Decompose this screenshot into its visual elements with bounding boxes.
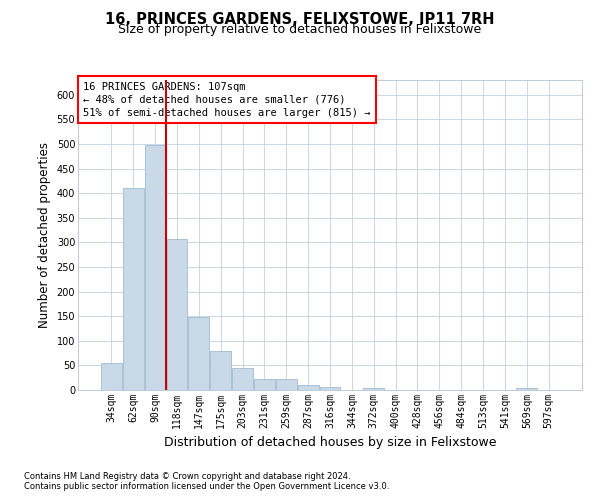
- Bar: [254, 379, 275, 390]
- Bar: [364, 388, 384, 390]
- Bar: [320, 386, 340, 390]
- Bar: [517, 388, 537, 390]
- Bar: [145, 146, 166, 390]
- Text: Size of property relative to detached houses in Felixstowe: Size of property relative to detached ho…: [118, 22, 482, 36]
- Bar: [276, 379, 296, 390]
- Bar: [188, 317, 209, 390]
- Text: 16 PRINCES GARDENS: 107sqm
← 48% of detached houses are smaller (776)
51% of sem: 16 PRINCES GARDENS: 107sqm ← 48% of deta…: [83, 82, 371, 118]
- Text: Contains HM Land Registry data © Crown copyright and database right 2024.: Contains HM Land Registry data © Crown c…: [24, 472, 350, 481]
- Y-axis label: Number of detached properties: Number of detached properties: [38, 142, 51, 328]
- Bar: [232, 368, 253, 390]
- Bar: [123, 188, 143, 390]
- Bar: [210, 350, 231, 390]
- Bar: [167, 239, 187, 390]
- Text: Contains public sector information licensed under the Open Government Licence v3: Contains public sector information licen…: [24, 482, 389, 491]
- Text: 16, PRINCES GARDENS, FELIXSTOWE, IP11 7RH: 16, PRINCES GARDENS, FELIXSTOWE, IP11 7R…: [105, 12, 495, 28]
- Bar: [101, 363, 122, 390]
- X-axis label: Distribution of detached houses by size in Felixstowe: Distribution of detached houses by size …: [164, 436, 496, 450]
- Bar: [298, 385, 319, 390]
